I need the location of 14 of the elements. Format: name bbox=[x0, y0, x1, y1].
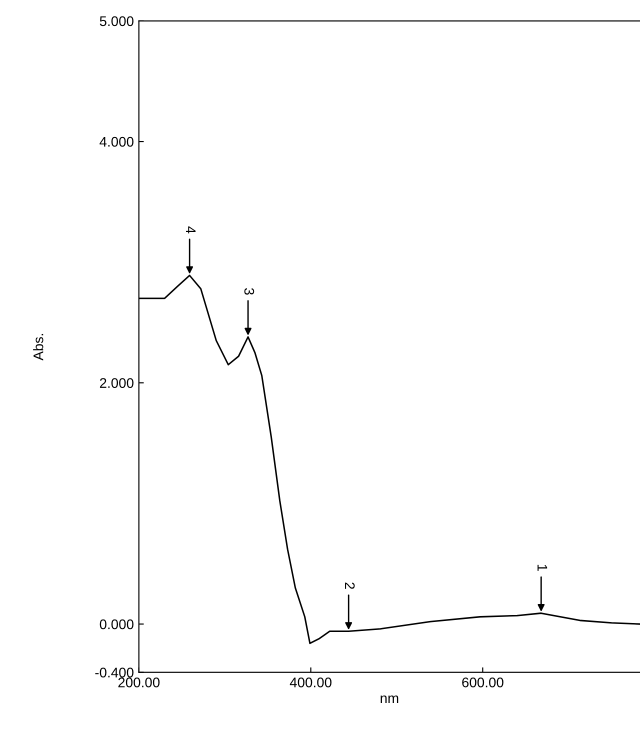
y-tick-label: 5.000 bbox=[100, 16, 134, 26]
annotation: 4 bbox=[186, 226, 196, 234]
annotation: 2 bbox=[345, 582, 355, 589]
y-tick-label: 0.000 bbox=[100, 619, 134, 630]
x-tick-label: 200.00 bbox=[118, 678, 160, 688]
annotation: 1 bbox=[538, 564, 548, 571]
y-tick-label: 2.000 bbox=[100, 378, 134, 388]
x-tick-label: 400.00 bbox=[290, 678, 332, 688]
annotation: 3 bbox=[244, 288, 254, 295]
y-tick-label: 4.000 bbox=[100, 136, 134, 147]
y-tick-label: -0.400 bbox=[95, 668, 134, 678]
y-axis-title: Abs. bbox=[33, 334, 44, 360]
x-axis-title: nm bbox=[380, 695, 398, 703]
x-tick-label: 600.00 bbox=[462, 678, 504, 688]
